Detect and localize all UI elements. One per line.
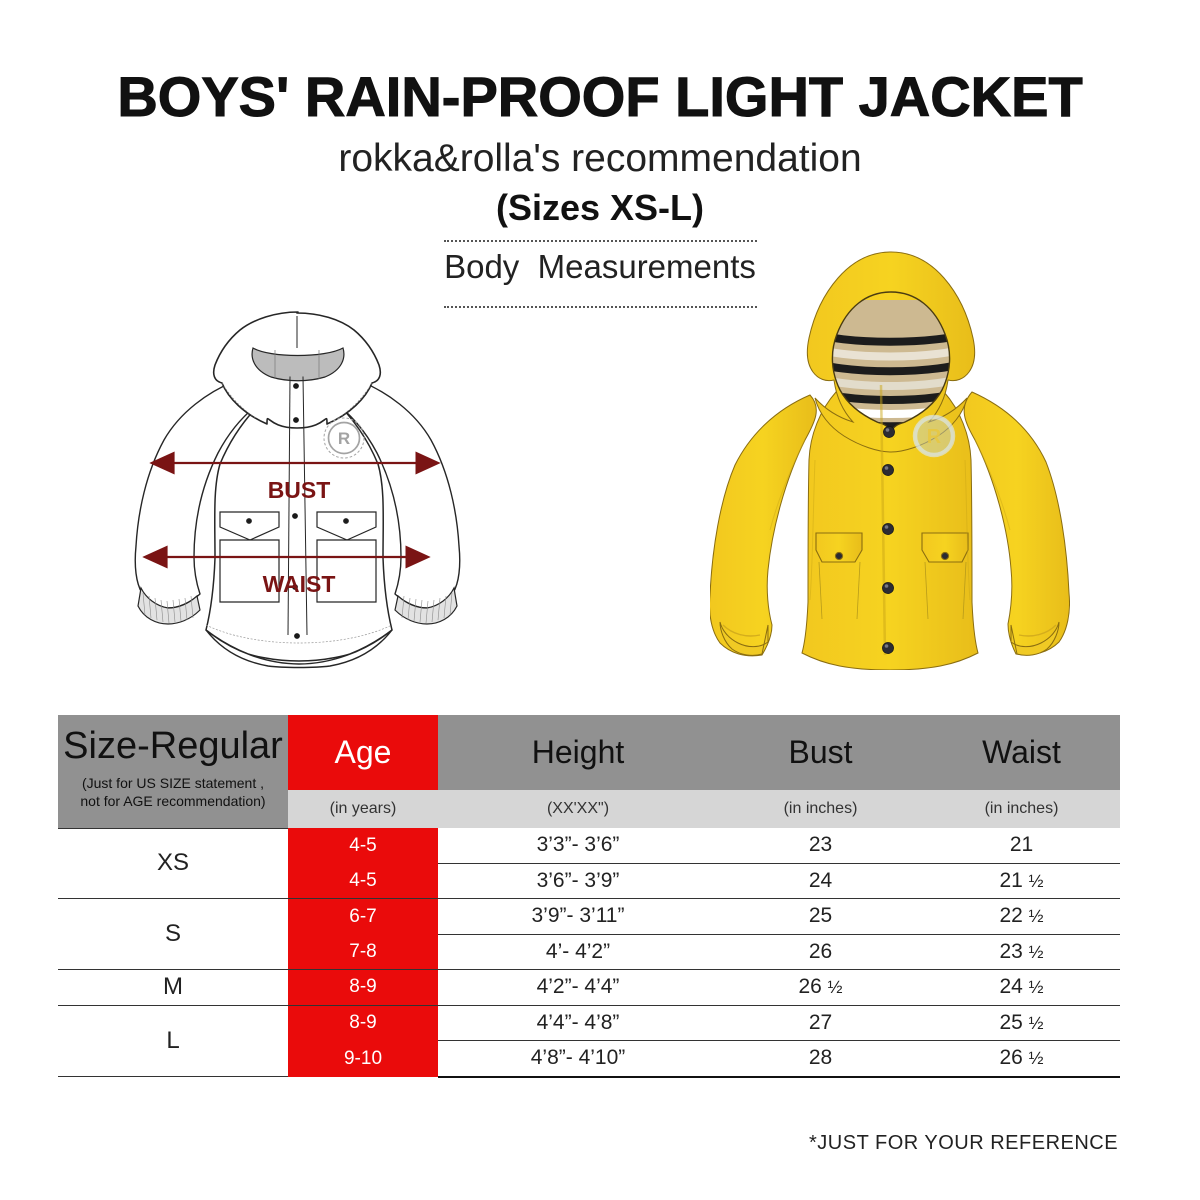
- svg-text:BUST: BUST: [268, 477, 331, 503]
- svg-text:R: R: [338, 429, 350, 448]
- svg-text:R: R: [927, 426, 942, 448]
- svg-text:WAIST: WAIST: [263, 571, 336, 597]
